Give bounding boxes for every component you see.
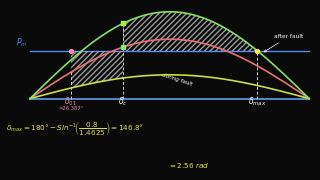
Text: =26.387°: =26.387°	[58, 106, 84, 111]
Text: $\delta_{max}$: $\delta_{max}$	[248, 95, 267, 108]
Text: $\delta_{max} = 180° - Sin^{-1}\!\left(\dfrac{0.8}{1.4625}\right) = 146.8°$: $\delta_{max} = 180° - Sin^{-1}\!\left(\…	[6, 120, 144, 137]
Text: $= 2.56\ rad$: $= 2.56\ rad$	[168, 161, 209, 170]
Text: $\delta_{01}$: $\delta_{01}$	[64, 95, 77, 108]
Text: $P_m$: $P_m$	[16, 36, 28, 49]
Text: $\delta_c$: $\delta_c$	[118, 95, 128, 108]
Text: after fault: after fault	[264, 34, 304, 52]
Text: during fault: during fault	[161, 72, 193, 87]
